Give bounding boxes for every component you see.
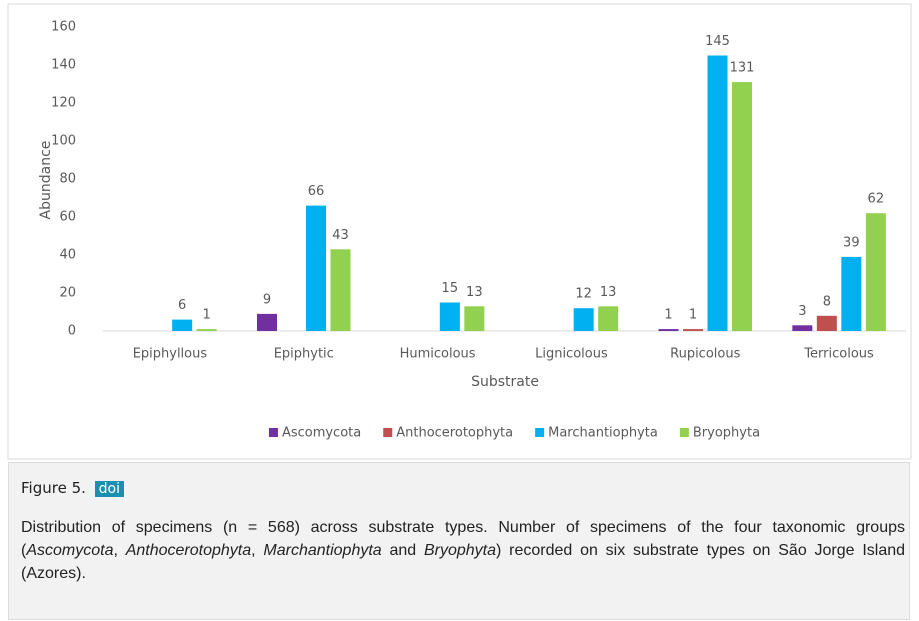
caption-part: and	[381, 542, 424, 559]
caption-part: ) recorded on six substrate types on São…	[21, 542, 906, 582]
y-axis-title: Abundance	[38, 141, 54, 220]
bar	[841, 256, 862, 331]
x-tick-label: Lignicolous	[535, 347, 608, 362]
bar	[464, 306, 485, 331]
data-label: 62	[868, 192, 885, 207]
bar	[172, 319, 193, 331]
data-label: 131	[730, 61, 755, 76]
bar	[330, 249, 351, 331]
chart-frame	[7, 3, 912, 460]
caption-taxon: Ascomycota	[26, 542, 114, 559]
y-tick-label: 100	[51, 134, 76, 149]
caption-part: ,	[113, 542, 126, 559]
bar	[683, 329, 703, 331]
data-label: 9	[263, 292, 271, 307]
data-label: 145	[705, 34, 730, 49]
y-tick-label: 140	[51, 58, 76, 73]
y-tick-label: 160	[51, 20, 76, 35]
legend-label: Bryophyta	[693, 426, 760, 441]
caption-box: Figure 5. doi Distribution of specimens …	[8, 462, 910, 620]
data-label: 15	[442, 281, 459, 296]
x-tick-label: Terricolous	[803, 347, 874, 362]
y-tick-label: 80	[59, 172, 76, 187]
caption-taxon: Anthocerotophyta	[125, 542, 252, 559]
bar	[865, 213, 886, 331]
bar	[598, 306, 619, 331]
legend-label: Anthocerotophyta	[396, 426, 513, 441]
legend-swatch	[679, 428, 689, 437]
data-label: 1	[689, 308, 697, 323]
data-label: 12	[575, 287, 592, 302]
bar	[658, 329, 679, 331]
x-tick-label: Rupicolous	[670, 347, 740, 362]
y-tick-label: 40	[59, 248, 76, 263]
legend-swatch	[535, 428, 545, 437]
y-tick-label: 20	[59, 286, 76, 301]
caption-taxon: Marchantiophyta	[263, 542, 382, 559]
bar	[732, 82, 752, 331]
data-label: 39	[843, 235, 860, 250]
x-tick-label: Epiphyllous	[133, 347, 208, 362]
data-label: 13	[600, 285, 617, 300]
bar	[816, 315, 837, 331]
data-label: 43	[332, 228, 349, 243]
data-label: 8	[823, 294, 831, 309]
y-tick-label: 0	[68, 324, 76, 339]
legend-swatch	[383, 428, 393, 437]
bar	[439, 302, 460, 331]
y-tick-label: 60	[59, 210, 76, 225]
legend-label: Marchantiophyta	[548, 426, 658, 441]
caption-text: Distribution of specimens (n = 568) acro…	[21, 516, 905, 585]
chart: Abundance Substrate 02040608010012014016…	[7, 3, 912, 460]
bar	[707, 55, 728, 331]
data-label: 66	[308, 184, 325, 199]
caption-part: Distribution of specimens (n = 568) acro…	[21, 519, 905, 559]
figure-label: Figure 5.	[21, 479, 86, 497]
data-label: 1	[664, 308, 672, 323]
bar	[257, 313, 277, 331]
bar	[196, 329, 217, 331]
doi-link[interactable]: doi	[94, 481, 125, 497]
caption-taxon: Bryophyta	[423, 542, 497, 559]
figure-heading: Figure 5. doi	[21, 479, 125, 497]
data-label: 3	[798, 304, 806, 319]
x-tick-label: Humicolous	[400, 347, 476, 362]
legend-label: Ascomycota	[282, 426, 361, 441]
x-tick-label: Epiphytic	[274, 347, 334, 362]
data-label: 6	[178, 298, 186, 313]
x-axis-title: Substrate	[471, 374, 539, 390]
bar	[306, 205, 326, 331]
legend-swatch	[268, 428, 278, 437]
caption-part: ,	[251, 542, 264, 559]
data-label: 1	[203, 308, 211, 323]
bar	[792, 325, 813, 331]
y-tick-label: 120	[51, 96, 76, 111]
data-label: 13	[466, 285, 483, 300]
bar	[573, 308, 594, 331]
